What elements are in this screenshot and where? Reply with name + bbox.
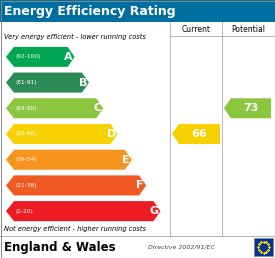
Polygon shape [6,47,75,67]
Text: 66: 66 [191,129,207,139]
Text: Potential: Potential [232,25,265,34]
Text: D: D [107,129,116,139]
Bar [254,238,273,256]
Polygon shape [6,98,103,118]
Text: (39-54): (39-54) [16,157,38,162]
Polygon shape [6,124,117,144]
Text: England & Wales: England & Wales [4,240,115,254]
Text: Energy Efficiency Rating: Energy Efficiency Rating [4,4,176,18]
Polygon shape [224,98,271,118]
Text: Very energy efficient - lower running costs: Very energy efficient - lower running co… [4,34,146,40]
Text: A: A [64,52,73,62]
Text: Directive 2002/91/EC: Directive 2002/91/EC [148,245,215,249]
Polygon shape [6,150,132,170]
Text: C: C [93,103,101,113]
Text: (69-80): (69-80) [16,106,38,111]
Text: 73: 73 [243,103,258,113]
Text: (92-100): (92-100) [16,54,41,59]
Text: F: F [136,180,144,190]
Text: (21-38): (21-38) [16,183,38,188]
Text: (81-91): (81-91) [16,80,37,85]
Text: B: B [79,78,87,87]
Text: E: E [122,155,130,165]
Text: (55-68): (55-68) [16,132,38,136]
Text: G: G [150,206,159,216]
Polygon shape [172,124,220,144]
Polygon shape [6,72,89,93]
Bar [0,0,275,22]
Text: Current: Current [182,25,210,34]
Polygon shape [6,201,160,221]
Polygon shape [6,175,146,196]
Text: (1-20): (1-20) [16,209,34,214]
Text: Not energy efficient - higher running costs: Not energy efficient - higher running co… [4,226,146,232]
